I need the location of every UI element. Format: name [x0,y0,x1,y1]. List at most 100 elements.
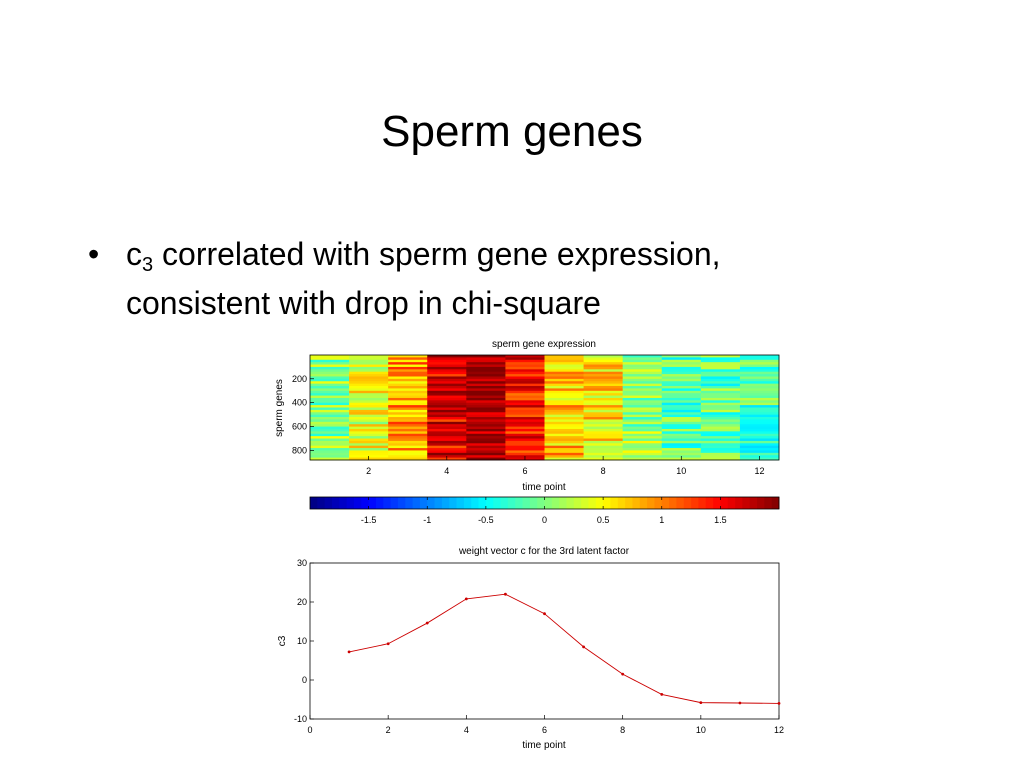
heatmap-cell [427,405,467,408]
colorbar-segment [647,497,655,509]
heatmap-cell [349,376,389,380]
heatmap-cell [544,374,584,377]
colorbar-tick-label: -1.5 [361,515,377,525]
colorbar-segment [551,497,560,509]
heatmap-cell [505,438,545,442]
heatmap-cell [700,371,741,375]
heatmap-cell [583,440,624,444]
heatmap-cell [622,400,663,404]
heatmap-cell [739,426,780,430]
heatmap-cell [544,402,584,406]
heatmap-cell [505,431,545,435]
heatmap-cell [466,405,506,408]
heatmap-cell [700,374,741,377]
heatmap-cell [310,388,350,392]
heatmap-cell [349,433,389,437]
line-chart-x-tick-label: 8 [620,725,625,735]
heatmap-cell [544,424,584,427]
heatmap-cell [622,383,663,387]
c3-data-point [425,621,429,625]
heatmap-cell [622,362,663,365]
heatmap-cell [700,414,741,418]
heatmap-cell [583,388,624,392]
heatmap-cell [427,428,467,432]
heatmap-cell [427,402,467,406]
heatmap-cell [466,355,506,358]
heatmap-cell [388,383,428,387]
heatmap-cell [700,407,741,411]
heatmap-cell [466,424,506,427]
heatmap-cell [349,414,389,418]
colorbar-segment [427,497,435,509]
heatmap-cell [466,359,506,363]
heatmap-cell [622,369,663,373]
slide-title: Sperm genes [381,107,643,156]
heatmap-cell [622,366,663,370]
heatmap-cell [310,369,350,373]
colorbar-segment [434,497,443,509]
heatmap-cell [349,448,389,451]
c3-data-point [347,650,351,654]
heatmap-cell [466,409,506,413]
heatmap-cell [388,419,428,423]
colorbar-segment [559,497,567,509]
heatmap-cell [700,448,741,451]
heatmap-cell [349,369,389,373]
heatmap-cell [388,448,428,451]
heatmap-cell [661,359,702,363]
heatmap-cell [583,376,624,380]
heatmap-cell [505,433,545,437]
colorbar-segment [375,497,384,509]
heatmap-cell [544,359,584,363]
heatmap-cell [427,426,467,430]
heatmap-cell [505,405,545,408]
heatmap-x-ticks: 2 4 6 8 10 12 [366,456,764,476]
heatmap-cell [466,393,506,396]
heatmap-cell [700,376,741,380]
heatmap-cell [505,374,545,377]
heatmap-cell [388,450,428,454]
heatmap-cell [466,378,506,382]
heatmap-cell [310,438,350,442]
heatmap-cell [700,395,741,399]
heatmap-cell [349,445,389,449]
heatmap-cell [661,376,702,380]
heatmap-cell [544,417,584,420]
heatmap-cell [583,409,624,413]
line-chart-ylabel: c3 [277,635,288,646]
heatmap-cell [544,362,584,365]
heatmap-cell [349,424,389,427]
colorbar-segment [764,497,773,509]
heatmap-cell [622,390,663,394]
line-chart-y-tick-label: -10 [294,714,307,724]
heatmap-cell [583,428,624,432]
heatmap-cell [544,445,584,449]
heatmap-cell [388,431,428,435]
line-chart-y-ticks: -10 0 10 20 30 [294,558,314,724]
bullet-line-2: consistent with drop in chi-square [126,285,601,321]
heatmap-cell [466,421,506,425]
colorbar-segment [405,497,413,509]
heatmap-cell [739,417,780,420]
heatmap-cell [622,417,663,420]
heatmap-cell [388,457,428,461]
heatmap-cell [349,402,389,406]
c3-series-points [347,592,781,705]
heatmap-cell [622,397,663,401]
c3-data-point [582,645,585,649]
heatmap-cell [661,400,702,404]
colorbar-segment [771,497,780,509]
colorbar-segment [691,497,699,509]
heatmap-cell [466,440,506,444]
colorbar-segment [449,497,457,509]
heatmap-cell [661,424,702,427]
heatmap-cell [505,428,545,432]
heatmap-cell [739,376,780,380]
colorbar-segment [720,497,729,509]
heatmap-cell [583,374,624,377]
heatmap-cell [544,407,584,411]
heatmap-x-tick-label: 4 [444,466,449,476]
heatmap-y-tick-label: 600 [292,422,307,432]
heatmap-cell [661,421,702,425]
heatmap-cell [505,378,545,382]
